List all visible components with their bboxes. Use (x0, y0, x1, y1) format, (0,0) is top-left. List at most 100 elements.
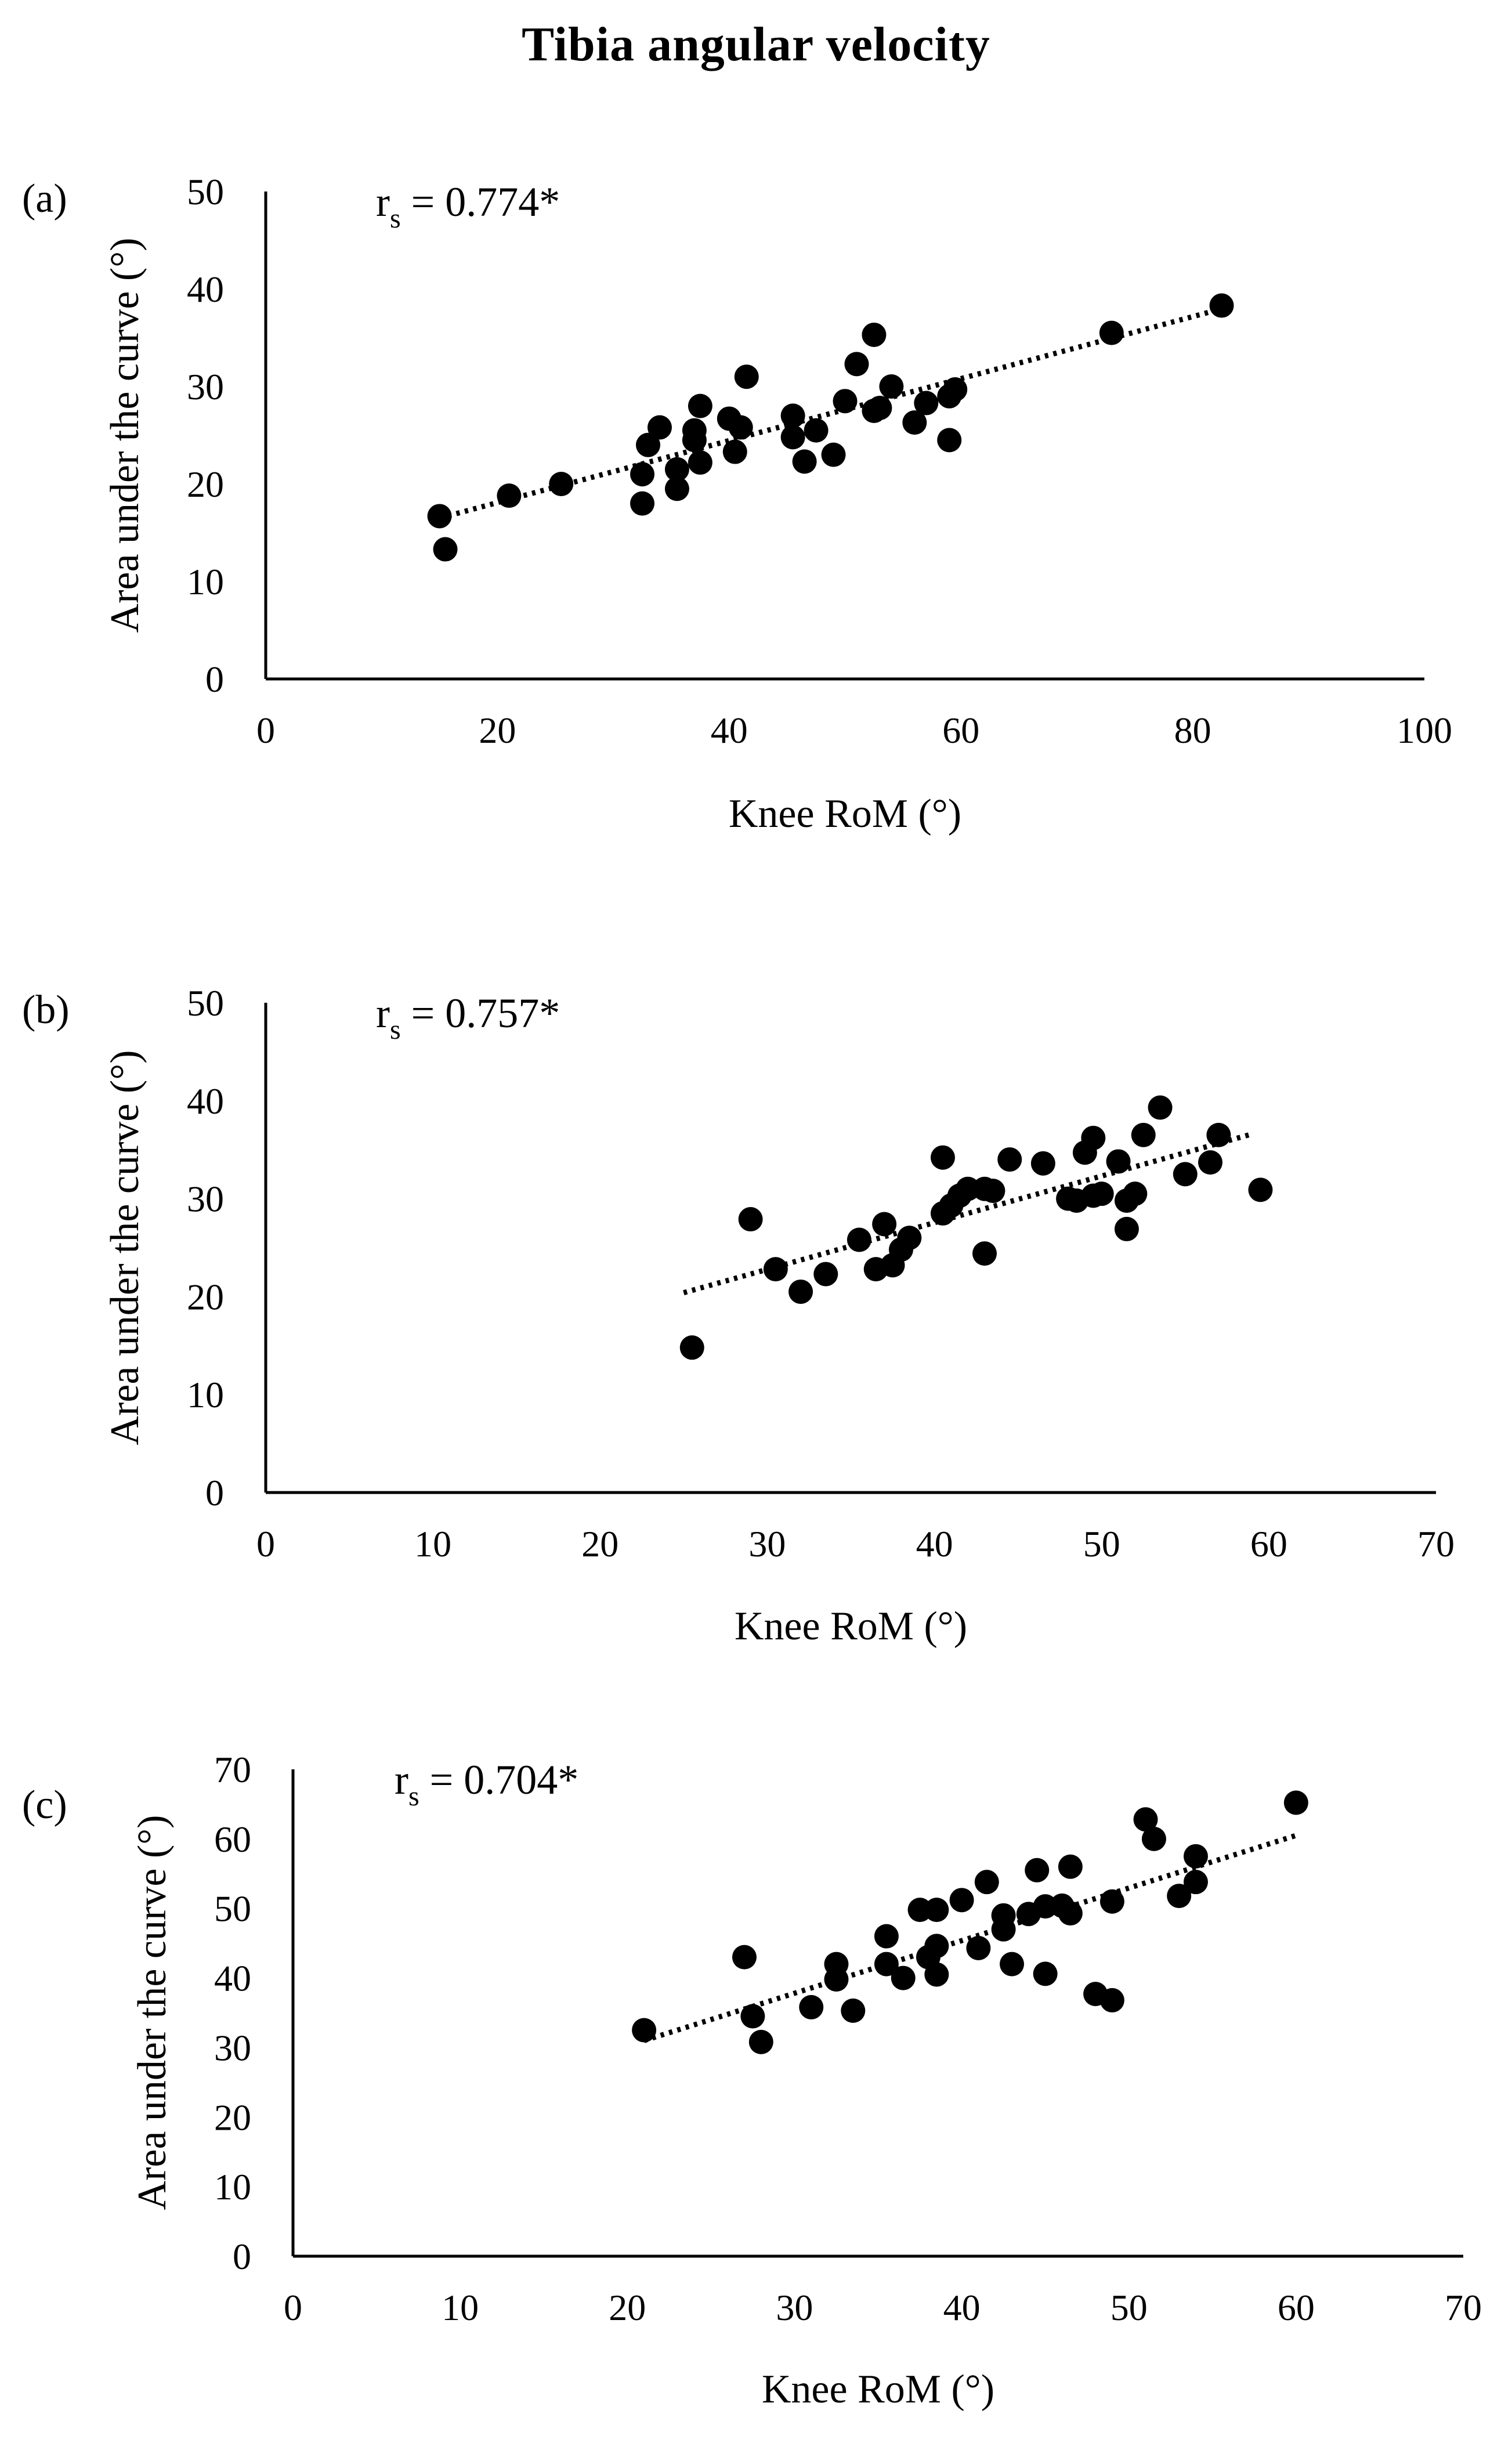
data-point (997, 1147, 1022, 1172)
x-axis-title: Knee RoM (°) (762, 2367, 994, 2412)
data-point (874, 1952, 899, 1977)
x-tick-label: 30 (748, 1523, 786, 1564)
correlation-annotation: rs = 0.774* (376, 179, 560, 234)
panel-label: (a) (22, 176, 67, 221)
data-point (630, 462, 655, 487)
data-point (1173, 1162, 1198, 1187)
y-axis-title: Area under the curve (°) (103, 238, 147, 633)
x-tick-label: 50 (1083, 1523, 1120, 1564)
x-tick-label: 70 (1445, 2287, 1482, 2328)
data-point (821, 442, 846, 467)
x-tick-label: 0 (256, 710, 275, 751)
data-point (647, 415, 672, 440)
x-tick-label: 10 (442, 2287, 479, 2328)
x-tick-label: 0 (284, 2287, 302, 2328)
figure-title: Tibia angular velocity (522, 17, 990, 71)
data-point (427, 504, 452, 529)
data-point (1025, 1858, 1050, 1882)
y-tick-label: 30 (214, 2027, 251, 2068)
data-point (630, 491, 655, 516)
data-point (799, 1994, 824, 2019)
annotation-value: = 0.704* (419, 1757, 579, 1803)
data-point (688, 393, 712, 418)
data-point (792, 449, 817, 474)
data-point (1209, 293, 1234, 318)
y-tick-label: 40 (187, 1081, 224, 1122)
data-point (991, 1917, 1016, 1942)
y-tick-label: 30 (187, 366, 224, 407)
data-point (740, 2004, 765, 2029)
data-point (872, 1212, 897, 1237)
annotation-value: = 0.757* (401, 990, 560, 1036)
data-point (1030, 1151, 1055, 1176)
data-point (682, 418, 707, 443)
data-point (722, 439, 747, 464)
data-point (824, 1952, 849, 1977)
data-point (1123, 1181, 1148, 1206)
data-point (981, 1179, 1005, 1204)
data-point (930, 1145, 955, 1170)
data-point (974, 1870, 999, 1895)
data-point (844, 352, 869, 377)
data-point (943, 377, 968, 402)
annotation-value: = 0.774* (401, 179, 560, 225)
y-tick-label: 50 (214, 1888, 251, 1929)
data-point (1099, 320, 1124, 345)
x-tick-label: 0 (256, 1523, 275, 1564)
data-point (788, 1279, 813, 1304)
data-point (1099, 1988, 1124, 2012)
data-point (763, 1257, 788, 1282)
y-tick-label: 40 (214, 1958, 251, 1999)
data-point (907, 1898, 932, 1923)
x-tick-label: 30 (776, 2287, 813, 2328)
x-axis-title: Knee RoM (°) (735, 1604, 967, 1649)
data-point (1283, 1790, 1308, 1815)
data-point (1089, 1181, 1114, 1206)
data-point (738, 1207, 763, 1232)
data-point (972, 1241, 997, 1266)
data-point (1141, 1826, 1166, 1851)
y-tick-label: 60 (214, 1819, 251, 1860)
data-point (1081, 1125, 1106, 1150)
annotation-prefix: r (376, 179, 390, 225)
data-point (780, 425, 805, 450)
data-point (874, 1924, 899, 1949)
data-point (937, 428, 962, 453)
x-tick-label: 60 (942, 710, 979, 751)
panel-label: (b) (22, 988, 70, 1032)
data-point (748, 2029, 773, 2054)
data-point (949, 1888, 974, 1913)
data-point (734, 364, 759, 389)
x-tick-label: 10 (414, 1523, 451, 1564)
data-point (862, 322, 887, 347)
x-tick-label: 20 (479, 710, 516, 751)
data-point (924, 1934, 949, 1959)
y-tick-label: 10 (214, 2166, 251, 2207)
data-point (924, 1898, 949, 1923)
data-point (732, 1945, 757, 1970)
y-tick-label: 50 (187, 982, 224, 1024)
data-point (1099, 1889, 1124, 1914)
data-point (664, 457, 689, 482)
data-point (636, 432, 661, 457)
data-point (813, 1262, 838, 1287)
y-tick-label: 70 (214, 1749, 251, 1790)
panel-label: (c) (22, 1783, 67, 1827)
data-point (804, 418, 829, 443)
data-point (549, 472, 574, 496)
data-point (1114, 1216, 1139, 1241)
data-point (433, 537, 458, 562)
x-tick-label: 40 (943, 2287, 981, 2328)
data-point (497, 483, 522, 508)
x-tick-label: 20 (609, 2287, 646, 2328)
x-tick-label: 60 (1250, 1523, 1287, 1564)
data-point (841, 1998, 866, 2023)
x-tick-label: 40 (711, 710, 748, 751)
data-point (1000, 1952, 1025, 1977)
data-point (1183, 1870, 1208, 1895)
y-tick-label: 30 (187, 1179, 224, 1220)
data-point (1148, 1095, 1173, 1120)
x-tick-label: 100 (1397, 710, 1452, 751)
